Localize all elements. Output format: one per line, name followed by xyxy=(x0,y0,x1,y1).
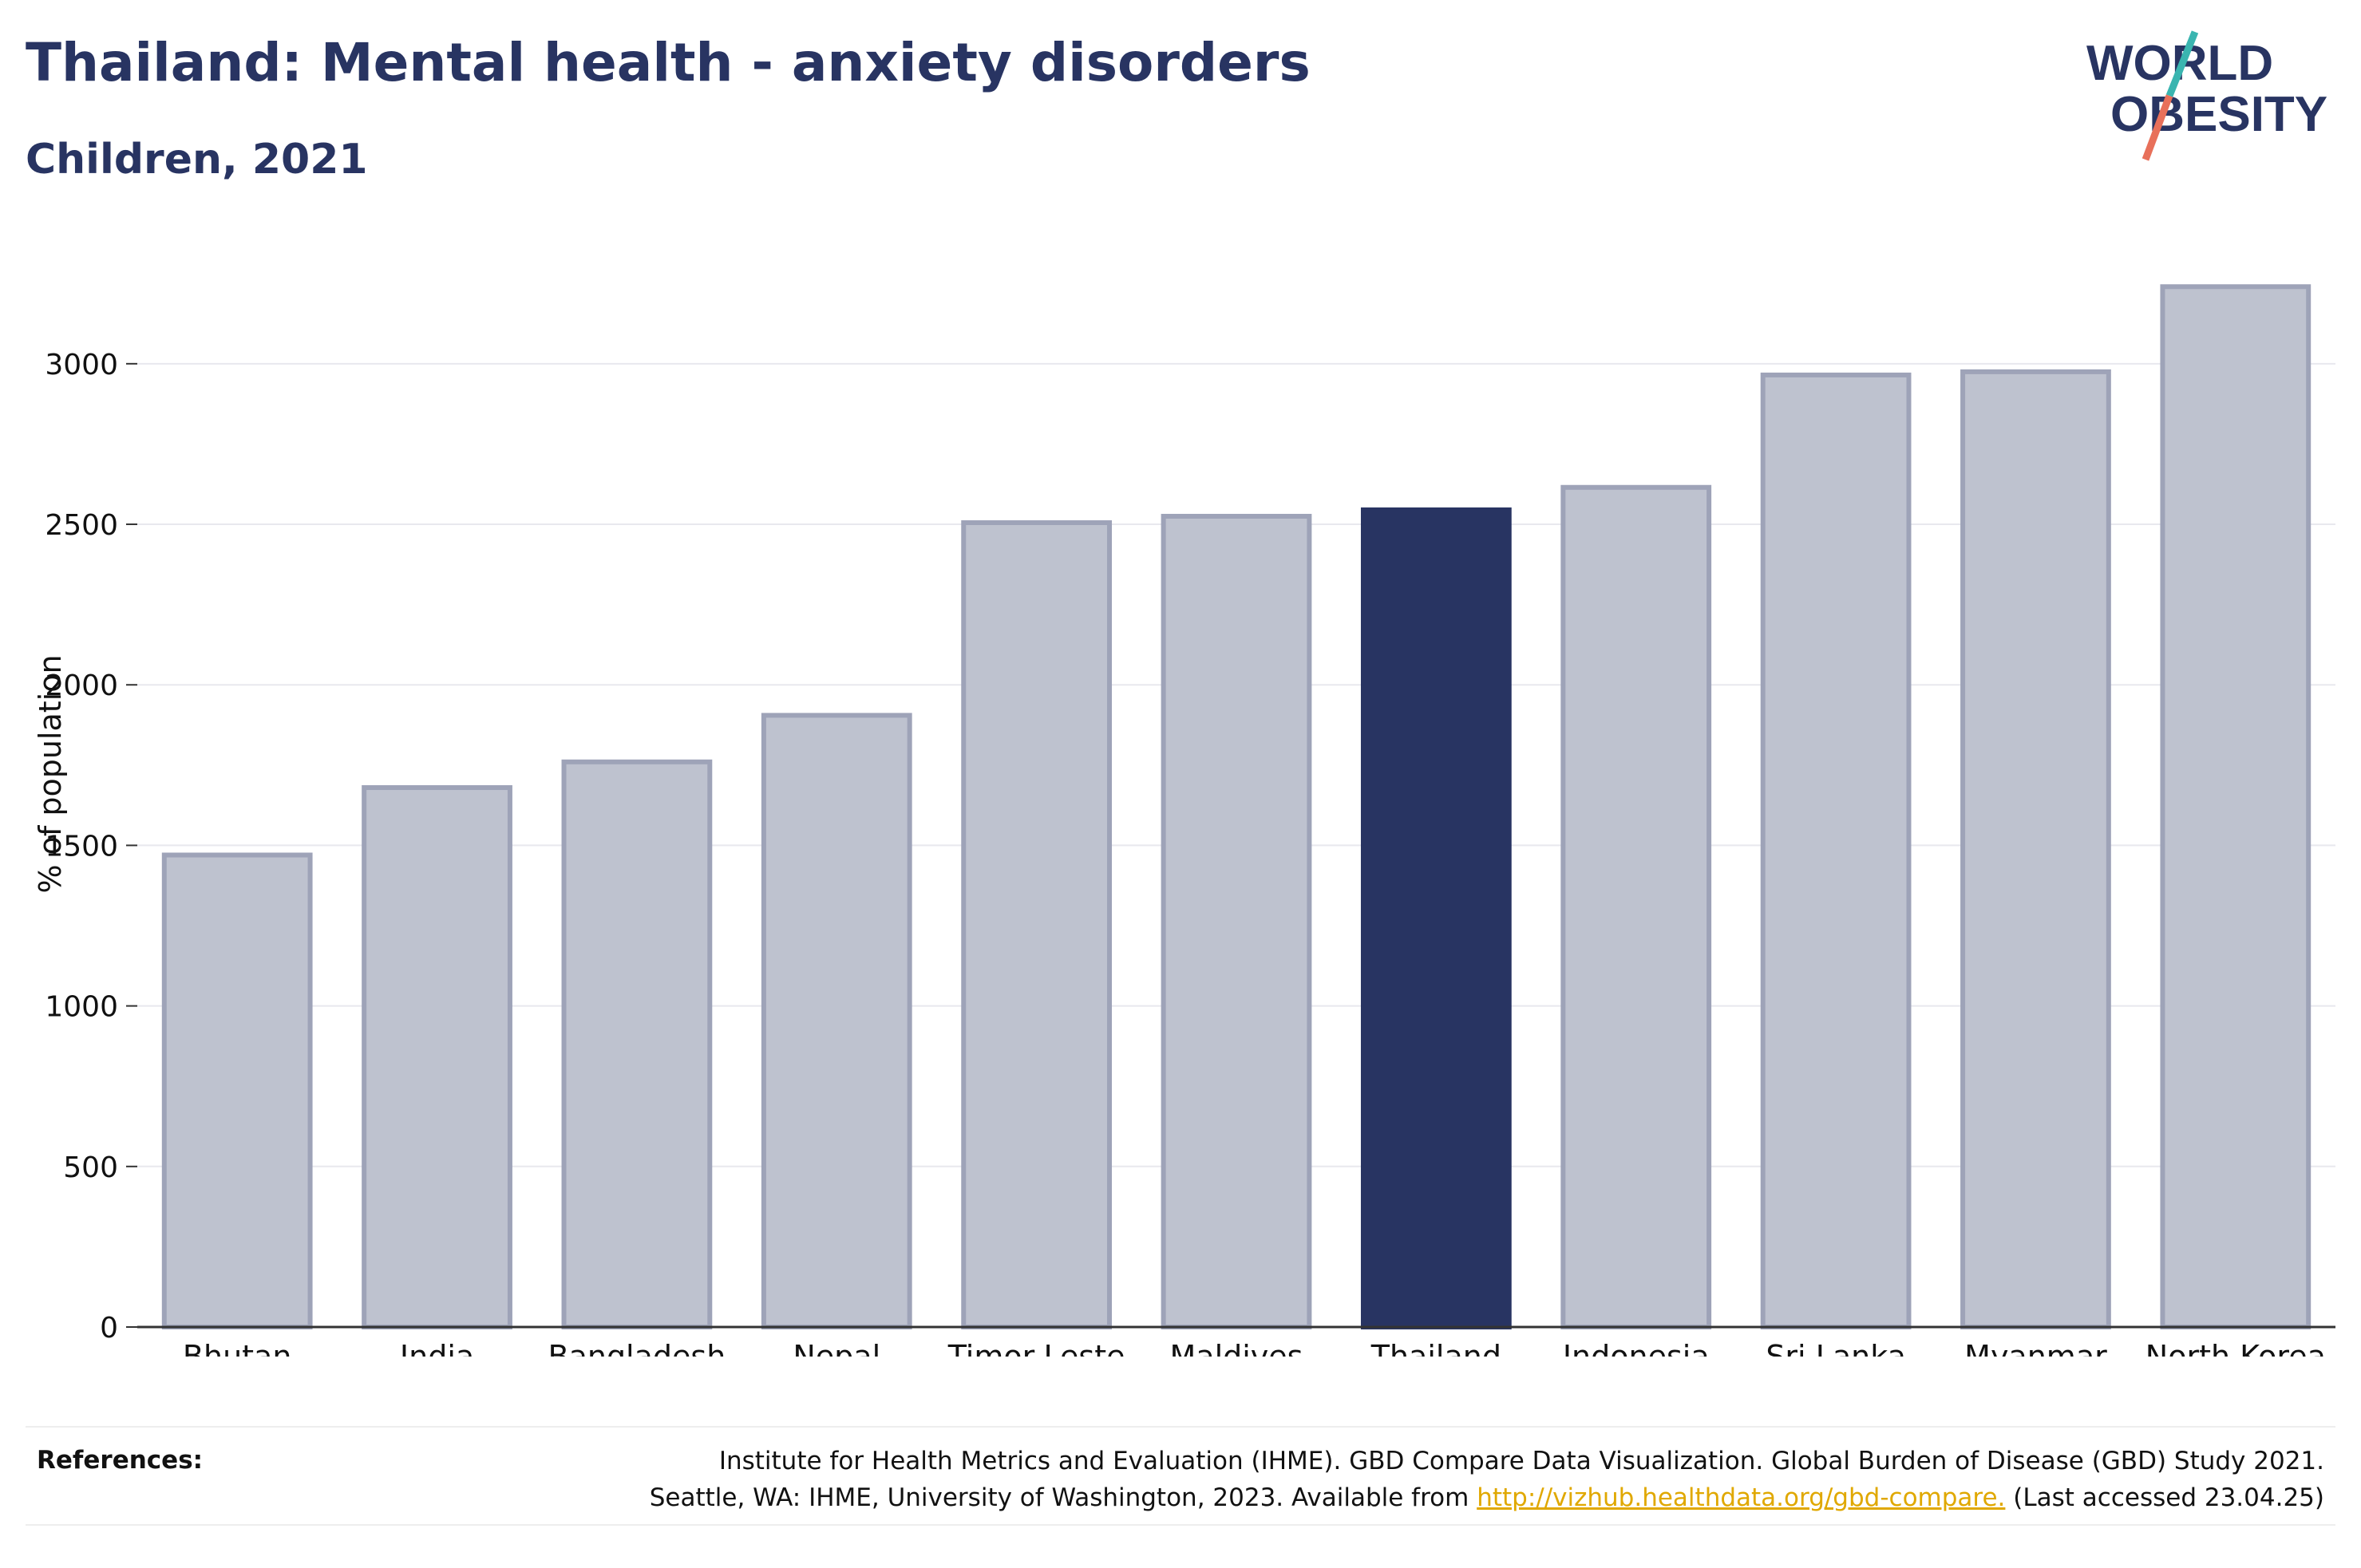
references-top-divider xyxy=(26,1426,2335,1428)
references-line1: Institute for Health Metrics and Evaluat… xyxy=(718,1447,2324,1475)
bar-maldives[interactable] xyxy=(1161,513,1312,1329)
references-bottom-divider xyxy=(26,1524,2335,1526)
references-line2-prefix: Seattle, WA: IHME, University of Washing… xyxy=(649,1483,1477,1512)
x-tick-label: Indonesia xyxy=(1563,1339,1710,1357)
bar-india[interactable] xyxy=(362,784,512,1329)
references-label: References: xyxy=(37,1446,204,1475)
x-tick-label: Thailand xyxy=(1370,1339,1501,1357)
x-tick-label: Bhutan xyxy=(183,1339,292,1357)
y-tick-label: 2000 xyxy=(45,669,118,702)
chart-title: Thailand: Mental health - anxiety disord… xyxy=(26,32,1311,93)
x-tick-label: Bangladesh xyxy=(548,1339,726,1357)
world-obesity-logo: WORLD OBESITY xyxy=(2086,30,2327,161)
bar-nepal[interactable] xyxy=(761,713,912,1329)
y-tick-label: 3000 xyxy=(45,349,118,381)
bar-timor-leste[interactable] xyxy=(961,520,1113,1329)
bar-bangladesh[interactable] xyxy=(561,759,713,1329)
y-tick-label: 500 xyxy=(63,1151,118,1184)
x-tick-label: North Korea xyxy=(2145,1339,2326,1357)
bar-thailand[interactable] xyxy=(1360,507,1512,1329)
chart-subtitle: Children, 2021 xyxy=(26,136,368,184)
y-tick-label: 1500 xyxy=(45,830,118,863)
logo-line2: OBESITY xyxy=(2110,87,2327,142)
y-tick-labels: 0 500 1000 1500 2000 2500 3000 xyxy=(45,349,137,1345)
y-tick-label: 2500 xyxy=(45,509,118,542)
bar-bhutan[interactable] xyxy=(161,852,313,1329)
x-tick-label: Sri Lanka xyxy=(1766,1339,1906,1357)
references-line2-suffix: (Last accessed 23.04.25) xyxy=(2005,1483,2324,1512)
references-line2: Seattle, WA: IHME, University of Washing… xyxy=(488,1479,2324,1516)
references-text: Institute for Health Metrics and Evaluat… xyxy=(488,1443,2324,1516)
logo-slash-top xyxy=(2165,30,2199,97)
bars xyxy=(161,284,2312,1329)
x-tick-labels: Bhutan India Bangladesh Nepal Timor-Leste Mal… xyxy=(183,1339,2326,1357)
y-axis-label: % of population xyxy=(33,654,68,893)
references-link[interactable]: http://vizhub.healthdata.org/gbd-compare… xyxy=(1477,1483,2006,1512)
x-tick-label: Myanmar xyxy=(1964,1339,2107,1357)
x-tick-label: India xyxy=(400,1339,474,1357)
bar-north-korea[interactable] xyxy=(2160,284,2312,1329)
logo-slash-bottom xyxy=(2142,94,2173,161)
x-tick-label: Nepal xyxy=(793,1339,880,1357)
x-tick-label: Timor-Leste xyxy=(947,1339,1125,1357)
y-tick-label: 0 xyxy=(100,1312,118,1345)
y-tick-label: 1000 xyxy=(45,991,118,1024)
x-tick-label: Maldives xyxy=(1170,1339,1303,1357)
bar-chart: 0 500 1000 1500 2000 2500 3000 Bhutan India Bang… xyxy=(33,284,2335,1357)
bar-myanmar[interactable] xyxy=(1960,369,2111,1329)
bar-sri-lanka[interactable] xyxy=(1760,372,1912,1329)
bar-indonesia[interactable] xyxy=(1560,484,1712,1329)
